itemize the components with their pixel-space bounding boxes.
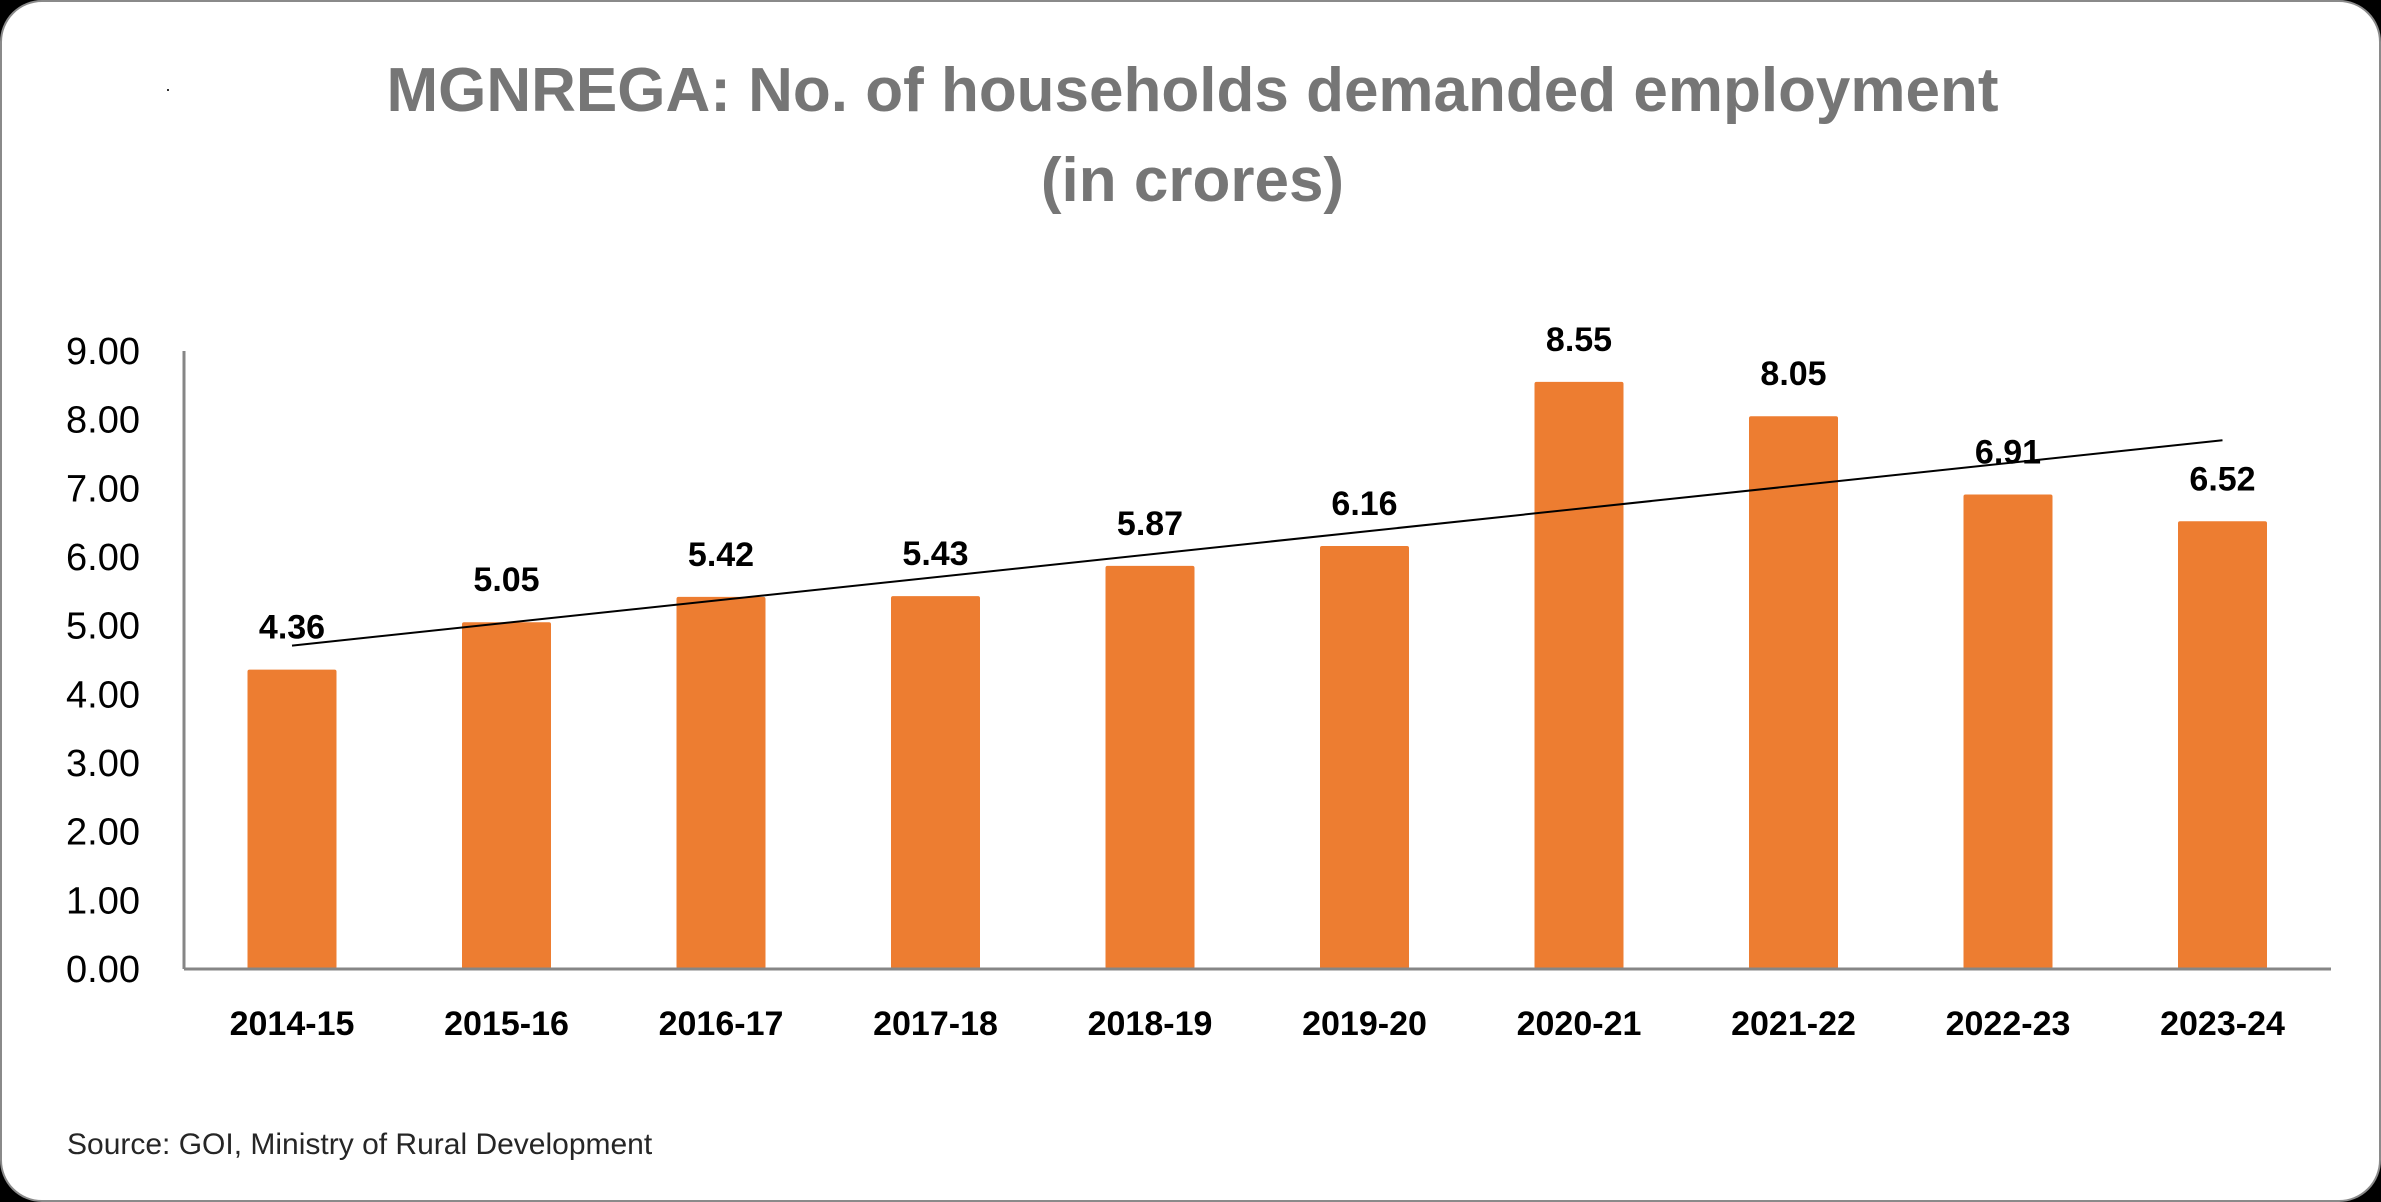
y-tick-label: 4.00: [66, 674, 140, 716]
axes: [182, 351, 2331, 971]
chart-title: MGNREGA: No. of households demanded empl…: [2, 46, 2379, 226]
x-tick-label: 2020-21: [1517, 1005, 1642, 1043]
chart-subtitle: (in crores): [1040, 146, 1345, 215]
data-labels: 4.36 5.05 5.42 5.43 5.87 6.16 8.55 8.05 6.91 6.52: [259, 321, 2256, 647]
data-label: 5.87: [1117, 505, 1183, 543]
data-label: 5.42: [688, 536, 754, 574]
x-tick-label: 2018-19: [1088, 1005, 1213, 1043]
bar-2016-17: [676, 596, 766, 969]
data-label: 5.05: [473, 561, 539, 599]
y-tick-label: 2.00: [66, 812, 140, 854]
trendline-group: [291, 439, 2223, 647]
bar-2019-20: [1320, 546, 1409, 969]
x-tick-label: 2023-24: [2160, 1005, 2285, 1043]
y-tick-label: 6.00: [66, 537, 140, 579]
bar-2022-23: [1963, 494, 2053, 969]
x-tick-label: 2017-18: [873, 1005, 998, 1043]
y-tick-label: 8.00: [66, 400, 140, 442]
source-note: Source: GOI, Ministry of Rural Developme…: [67, 1128, 653, 1161]
trendline: [291, 439, 2223, 647]
y-tick-label: 0.00: [66, 949, 140, 991]
bar-2017-18: [891, 596, 980, 969]
data-label: 6.52: [2189, 460, 2255, 498]
chart-title-line1: MGNREGA: No. of households demanded empl…: [386, 56, 1999, 125]
data-label: 6.16: [1331, 485, 1397, 523]
x-tick-label: 2022-23: [1946, 1005, 2071, 1043]
stray-mark: [167, 89, 169, 91]
x-tick-label: 2016-17: [659, 1005, 784, 1043]
y-tick-label: 3.00: [66, 743, 140, 785]
y-tick-label: 1.00: [66, 880, 140, 922]
bar-2015-16: [462, 622, 551, 969]
y-tick-label: 9.00: [66, 331, 140, 373]
bar-2020-21: [1534, 381, 1624, 969]
bar-2021-22: [1749, 416, 1838, 969]
y-axis-ticks: 0.00 1.00 2.00 3.00 4.00 5.00 6.00 7.00 8.00 9.00: [66, 331, 140, 991]
bar-2023-24: [2178, 521, 2267, 969]
bar-2014-15: [247, 669, 337, 969]
data-label: 4.36: [259, 609, 325, 647]
data-label: 6.91: [1975, 434, 2041, 472]
bars: [247, 381, 2267, 969]
x-axis-ticks: 2014-15 2015-16 2016-17 2017-18 2018-19 2019-…: [230, 1005, 2285, 1043]
x-tick-label: 2021-22: [1731, 1005, 1856, 1043]
x-tick-label: 2015-16: [444, 1005, 569, 1043]
data-label: 8.55: [1546, 321, 1612, 359]
x-tick-label: 2019-20: [1302, 1005, 1427, 1043]
data-label: 8.05: [1760, 355, 1826, 393]
y-tick-label: 7.00: [66, 468, 140, 510]
y-tick-label: 5.00: [66, 606, 140, 648]
bar-2018-19: [1105, 565, 1195, 969]
x-tick-label: 2014-15: [230, 1005, 355, 1043]
data-label: 5.43: [902, 535, 968, 573]
